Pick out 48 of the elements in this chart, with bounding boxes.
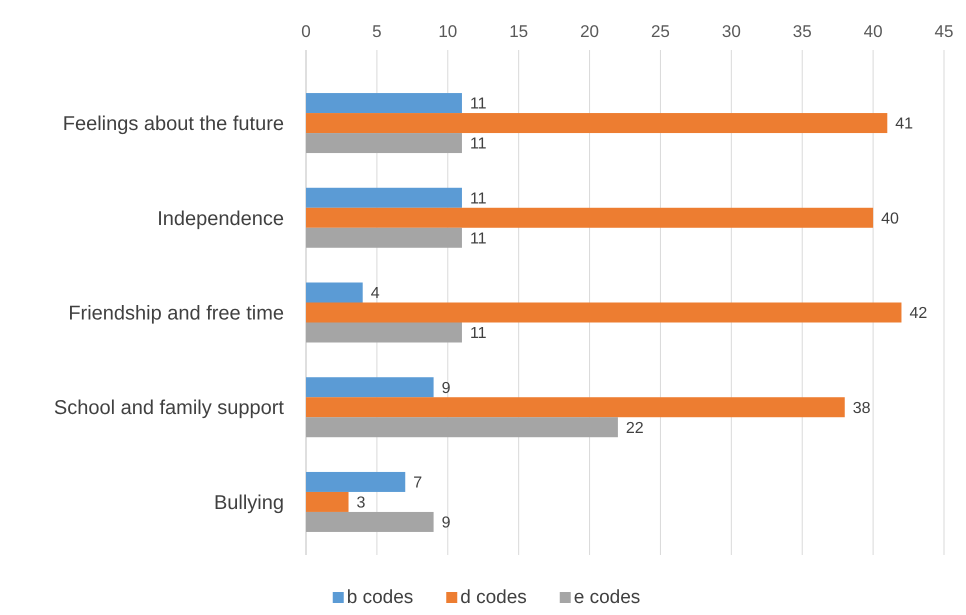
data-label: 42	[909, 305, 928, 322]
bar	[306, 377, 434, 398]
data-label: 3	[356, 494, 366, 512]
x-tick-label: 30	[722, 22, 741, 41]
x-tick-label: 10	[438, 22, 458, 41]
data-label: 9	[442, 514, 451, 532]
data-label: 11	[470, 230, 487, 248]
data-label: 38	[852, 400, 871, 417]
data-label: 11	[470, 136, 487, 153]
bar	[306, 93, 462, 114]
data-label: 7	[413, 474, 422, 492]
bar	[306, 282, 363, 302]
y-tick-label: Feelings about the future	[62, 113, 284, 136]
legend-label: e codes	[574, 587, 640, 608]
y-tick-label: Friendship and free time	[68, 302, 284, 324]
x-tick-label: 35	[792, 22, 812, 41]
x-tick-label: 15	[509, 22, 528, 41]
data-label: 4	[370, 285, 380, 302]
data-label: 11	[470, 96, 487, 113]
legend-label: b codes	[346, 587, 414, 608]
x-tick-label: 5	[372, 22, 382, 41]
x-tick-label: 25	[650, 22, 670, 41]
bar	[306, 302, 902, 322]
x-tick-label: 45	[934, 22, 954, 41]
x-tick-label: 0	[301, 22, 311, 41]
bar	[306, 113, 888, 134]
bar	[306, 188, 462, 208]
data-label: 40	[881, 210, 900, 228]
data-label: 22	[626, 420, 644, 437]
bar	[306, 492, 349, 512]
data-label: 11	[470, 325, 487, 342]
x-tick-label: 40	[864, 22, 883, 41]
bar	[306, 512, 434, 532]
y-tick-label: Independence	[157, 208, 284, 230]
data-label: 11	[470, 190, 487, 208]
bar	[306, 397, 845, 418]
bar	[306, 417, 618, 438]
bar	[306, 228, 462, 248]
legend-label: d codes	[460, 587, 527, 608]
x-tick-label: 20	[580, 22, 600, 41]
bar	[306, 208, 874, 228]
bar	[306, 472, 406, 492]
bar	[306, 322, 462, 342]
data-label: 9	[442, 380, 451, 397]
y-tick-label: School and family support	[54, 397, 284, 420]
y-tick-label: Bullying	[214, 492, 284, 514]
data-label: 41	[895, 116, 914, 133]
bar	[306, 133, 462, 154]
